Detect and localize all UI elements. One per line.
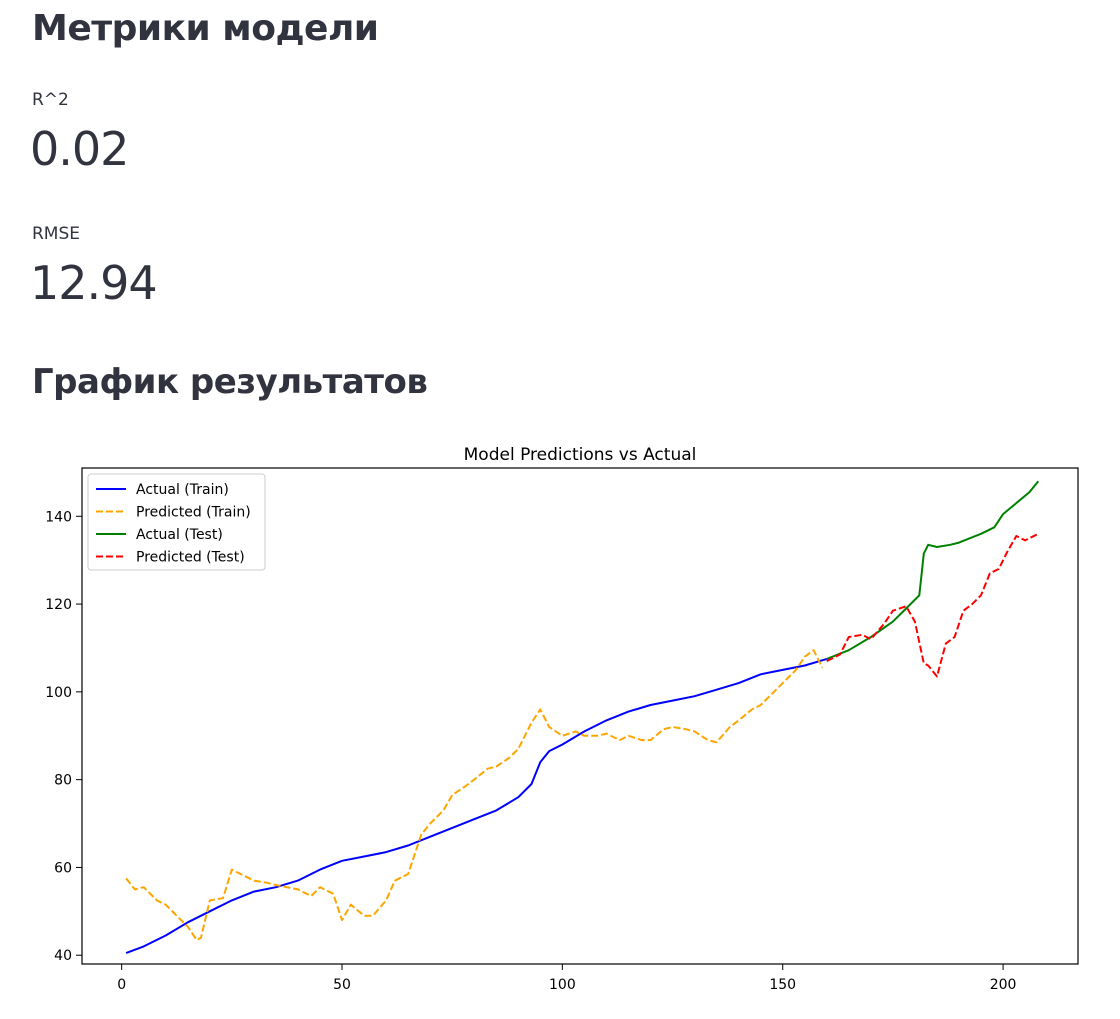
legend-label: Actual (Train) (136, 482, 229, 498)
y-tick-label: 80 (54, 773, 72, 789)
legend-label: Predicted (Train) (136, 505, 251, 521)
legend: Actual (Train) Predicted (Train) Actual (T… (87, 473, 266, 571)
y-tick-label: 100 (45, 685, 72, 701)
metric-label: R^2 (32, 90, 69, 110)
x-tick-label: 100 (549, 977, 576, 993)
page-title: Метрики модели (32, 8, 379, 49)
results-chart: Model Predictions vs Actual 0 50 100 150 200… (0, 430, 1120, 1019)
axis-ticks: 0 50 100 150 200 40 60 80 100 120 140 (45, 509, 1016, 993)
series-line-4 (826, 532, 1039, 678)
y-tick-label: 40 (54, 948, 72, 964)
chart-title: Model Predictions vs Actual (464, 445, 697, 465)
series-line-2 (125, 649, 824, 941)
y-tick-label: 120 (45, 597, 72, 613)
legend-label: Predicted (Test) (136, 550, 245, 566)
legend-label: Actual (Test) (136, 527, 223, 543)
x-tick-label: 200 (990, 977, 1017, 993)
x-tick-label: 150 (769, 977, 796, 993)
series-line-3 (826, 480, 1040, 660)
metric-value: 0.02 (30, 122, 129, 176)
y-tick-label: 140 (45, 509, 72, 525)
legend-box (87, 473, 266, 571)
plot-frame (81, 467, 1079, 965)
x-tick-label: 50 (333, 977, 351, 993)
y-tick-label: 60 (54, 860, 72, 876)
plot-lines (125, 480, 1040, 954)
metric-label: RMSE (32, 224, 81, 244)
metric-value: 12.94 (30, 256, 158, 310)
section-title: График результатов (32, 362, 428, 402)
x-tick-label: 0 (117, 977, 126, 993)
series-line-1 (125, 657, 828, 954)
